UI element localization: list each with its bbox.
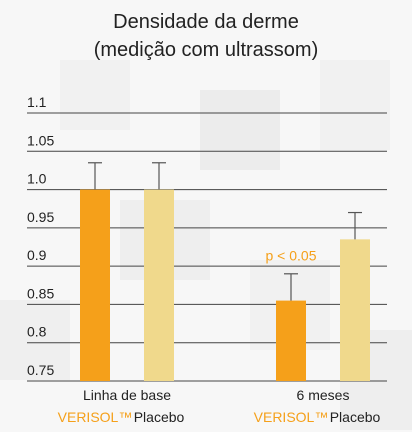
bar [276,300,306,381]
legend-label: VERISOL™ [58,409,133,425]
bar [80,189,110,381]
annotation: p < 0.05 [266,248,317,264]
y-tick-label: 1.0 [27,171,47,187]
y-tick-label: 0.85 [27,285,54,301]
y-tick-label: 0.75 [27,362,54,378]
chart-subtitle: (medição com ultrassom) [94,39,319,61]
legend-label: Placebo [134,409,185,425]
chart-title: Densidade da derme [113,11,299,33]
y-tick-label: 0.95 [27,209,54,225]
y-tick-label: 0.9 [27,247,47,263]
y-tick-label: 0.8 [27,324,47,340]
legend-label: VERISOL™ [254,409,329,425]
x-tick-label: Linha de base [83,387,171,403]
x-tick-label: 6 meses [297,387,350,403]
bar [340,239,370,381]
bar [144,189,174,381]
y-tick-label: 1.05 [27,132,54,148]
legend-label: Placebo [330,409,381,425]
y-tick-label: 1.1 [27,94,47,110]
